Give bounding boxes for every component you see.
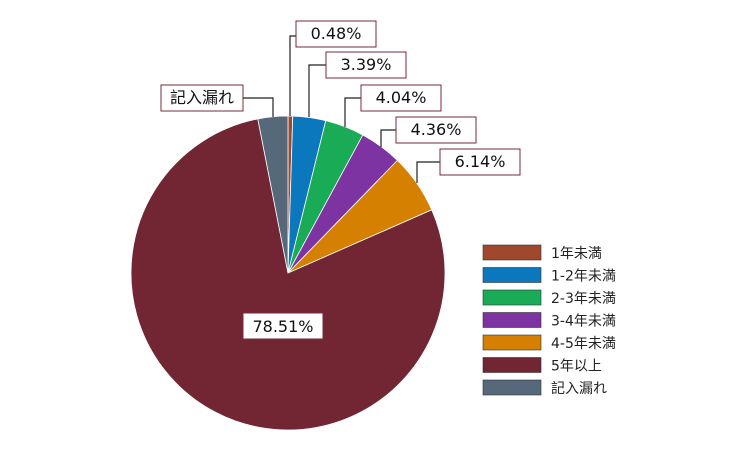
callout-leader-line: [344, 97, 361, 127]
pie-slice-5: [130, 118, 446, 431]
slice-callout-4: 6.14%: [416, 148, 521, 183]
callout-leader-line: [243, 97, 274, 117]
legend-item-2: 2-3年未満: [482, 289, 616, 307]
legend-swatch: [482, 334, 542, 351]
callout-box: [242, 312, 324, 340]
pie-slices: [130, 115, 446, 431]
legend-item-6: 記入漏れ: [482, 379, 607, 397]
callout-leader-line: [416, 161, 440, 183]
legend-label: 1年未満: [551, 246, 602, 262]
slice-data-label: 記入漏れ: [170, 88, 234, 107]
legend-label: 5年以上: [551, 359, 602, 375]
slice-callout-1: 3.39%: [308, 51, 407, 117]
legend-label: 4-5年未満: [551, 336, 616, 352]
legend-label: 3-4年未満: [551, 314, 616, 330]
callout-box: [439, 148, 521, 176]
pie-callouts: 0.48% 3.39% 4.04% 4.36% 6.14% 記入漏れ 78.51%: [160, 20, 521, 340]
slice-data-label: 0.48%: [311, 24, 362, 43]
slice-data-label: 3.39%: [341, 55, 392, 74]
callout-box: [360, 84, 442, 112]
legend-swatch: [482, 289, 542, 306]
legend-swatch: [482, 357, 542, 373]
callout-box: [325, 51, 407, 79]
legend-swatch: [482, 267, 542, 283]
slice-callout-5: 78.51%: [242, 312, 324, 340]
slice-data-label: 4.04%: [376, 88, 427, 107]
callout-leader-line: [380, 129, 396, 147]
callout-box: [295, 20, 377, 48]
slice-data-label: 6.14%: [455, 152, 506, 171]
slice-callout-0: 0.48%: [289, 20, 377, 116]
legend-label: 1-2年未満: [551, 269, 616, 285]
slice-callout-3: 4.36%: [380, 116, 477, 147]
slice-data-label: 4.36%: [411, 120, 462, 139]
legend-swatch: [482, 312, 542, 328]
legend-item-4: 4-5年未満: [482, 334, 616, 352]
slice-callout-2: 4.04%: [344, 84, 442, 127]
legend-label: 記入漏れ: [551, 380, 607, 397]
slice-data-label: 78.51%: [252, 317, 313, 336]
callout-leader-line: [308, 64, 326, 117]
legend-item-0: 1年未満: [482, 244, 602, 262]
legend-item-5: 5年以上: [482, 357, 602, 375]
legend-item-1: 1-2年未満: [482, 267, 616, 285]
legend-swatch: [482, 244, 542, 261]
legend-swatch: [482, 379, 542, 396]
callout-box: [395, 116, 477, 144]
callout-box: [160, 84, 244, 112]
slice-callout-6: 記入漏れ: [160, 84, 274, 117]
legend-item-3: 3-4年未満: [482, 312, 616, 330]
legend-label: 2-3年未満: [551, 291, 616, 307]
callout-leader-line: [289, 35, 296, 116]
